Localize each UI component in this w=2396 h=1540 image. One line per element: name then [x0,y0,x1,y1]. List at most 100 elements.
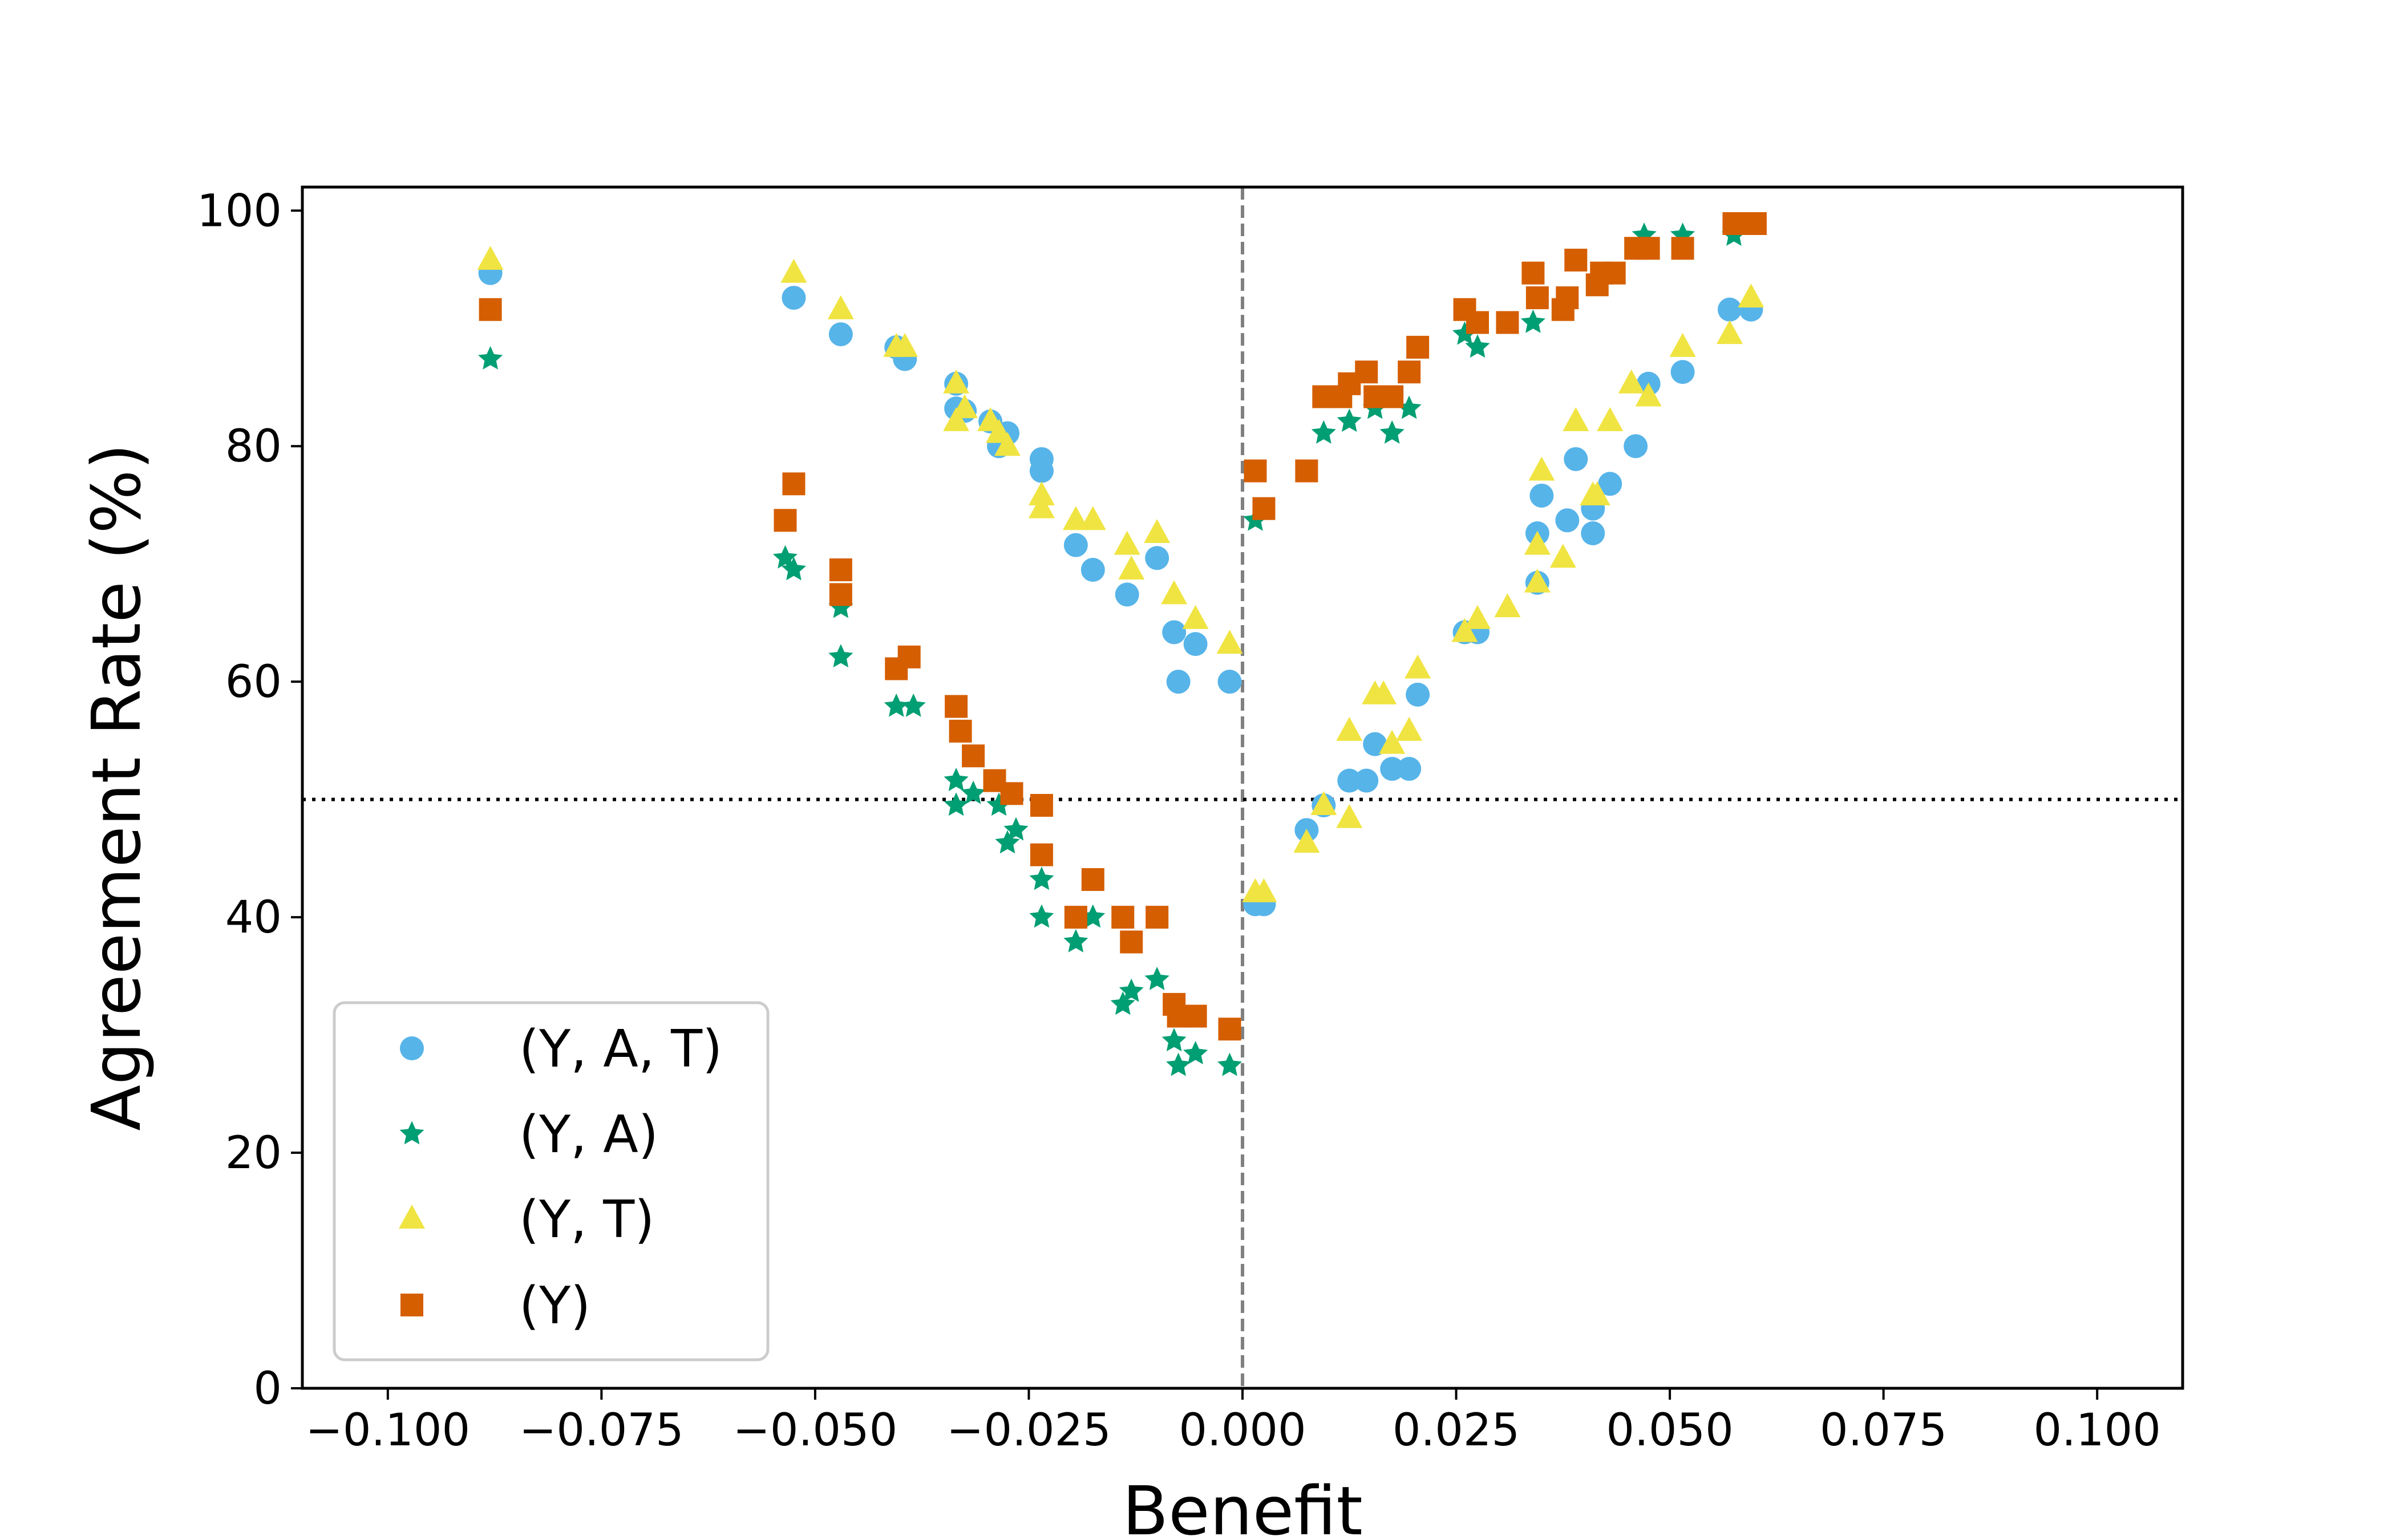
series-4 [479,212,1767,1041]
y-tick-label: 0 [253,1363,282,1415]
data-point [1161,1028,1187,1052]
legend-marker [399,1205,425,1229]
data-point [943,369,970,394]
data-point [1494,593,1521,618]
data-point [1405,654,1431,679]
x-tick-label: 0.100 [2034,1405,2161,1456]
legend-label: (Y, T) [519,1190,654,1250]
x-tick-label: 0.075 [1820,1405,1947,1456]
data-point [1520,309,1546,333]
legend-item: (Y, A, T) [400,1019,722,1079]
data-point [1380,756,1405,781]
data-point [1635,382,1662,407]
data-point [478,346,503,370]
data-point [1555,508,1580,533]
data-point [827,295,854,319]
data-point [1466,311,1489,334]
y-tick-label: 40 [225,892,282,943]
data-point [945,695,968,718]
y-tick-label: 100 [197,185,282,237]
data-point [1063,929,1088,953]
legend-marker [399,1121,424,1145]
data-point [1637,237,1660,260]
legend-item: (Y) [400,1276,590,1336]
y-tick-label: 80 [225,421,282,472]
legend-item: (Y, T) [399,1190,654,1250]
data-point [1397,756,1422,781]
y-axis-label: Agreement Rate (%) [77,443,156,1130]
data-point [1581,521,1605,546]
legend: (Y, A, T) (Y, A) (Y, T) (Y) [333,1001,770,1361]
data-point [1028,481,1055,505]
x-tick-label: −0.100 [305,1405,470,1456]
legend-marker [400,1036,424,1060]
data-point [944,792,969,816]
x-tick-label: 0.000 [1179,1405,1306,1456]
data-point [1120,930,1143,954]
data-point [782,286,806,310]
data-point [1029,904,1054,928]
data-point [1295,459,1318,483]
data-point [1161,580,1188,605]
data-point [1524,530,1551,555]
data-point [1529,483,1554,508]
data-point [1029,866,1054,890]
data-point [829,558,852,582]
data-point [1080,558,1105,582]
data-point [1311,420,1336,444]
data-point [1406,335,1430,359]
legend-label: (Y, A, T) [519,1019,722,1079]
x-tick-label: −0.050 [733,1405,898,1456]
y-tick-label: 20 [225,1128,282,1179]
data-point [1028,494,1055,518]
data-points [477,212,1767,1076]
data-point [1244,459,1267,483]
data-point [1000,782,1023,805]
data-point [1184,1004,1207,1028]
data-point [1118,556,1145,580]
data-point [892,333,918,357]
data-point [1722,212,1746,236]
data-point [1396,716,1423,741]
data-point [1252,497,1276,520]
legend-frame [333,1001,770,1361]
data-point [1336,804,1363,828]
data-point [944,767,969,791]
data-point [1166,670,1191,694]
data-point [1598,472,1622,496]
data-point [994,432,1021,456]
data-point [1183,1040,1208,1064]
data-point [1624,434,1648,459]
data-point [1618,369,1645,394]
data-point [1336,716,1363,741]
data-point [1310,791,1337,815]
legend-label: (Y, A) [519,1105,658,1165]
data-point [1063,533,1088,557]
data-point [1354,768,1379,793]
legend-label: (Y) [519,1276,590,1336]
data-point [1528,456,1555,481]
data-point [1355,360,1378,384]
data-point [1183,632,1208,656]
x-tick-label: 0.050 [1606,1405,1733,1456]
x-tick-label: −0.025 [946,1405,1111,1456]
data-point [1398,360,1421,384]
data-point [1524,568,1551,593]
data-point [1119,978,1144,1002]
data-point [1717,297,1742,322]
data-point [1115,582,1139,607]
data-point [1162,620,1187,645]
data-point [1145,546,1169,570]
data-point [1597,407,1624,431]
data-point [1111,906,1135,929]
legend-marker [400,1294,423,1316]
data-point [1030,793,1053,817]
data-point [1743,212,1767,236]
data-point [774,509,797,532]
data-point [1738,283,1764,308]
data-point [1465,334,1490,358]
data-point [1602,261,1626,285]
data-point [1146,906,1169,929]
data-point [780,258,807,283]
